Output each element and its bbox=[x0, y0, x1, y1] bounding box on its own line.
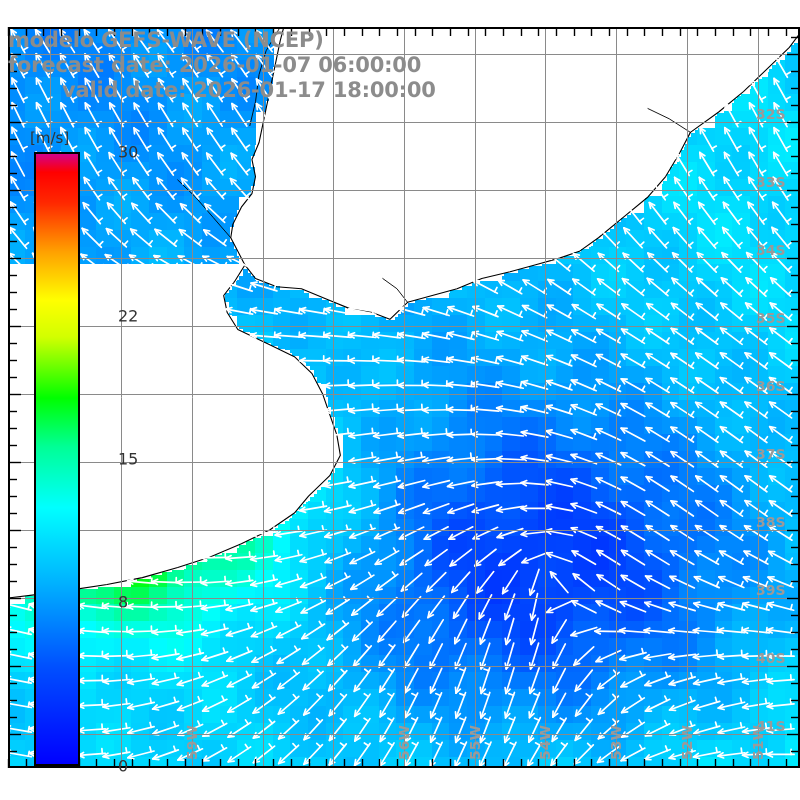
colorbar-tick-30: 30 bbox=[118, 142, 139, 162]
colorbar-tick-15: 15 bbox=[118, 449, 139, 469]
colorbar-tick-0: 0 bbox=[118, 756, 129, 776]
colorbar-gradient bbox=[34, 152, 80, 766]
colorbar: 30 22 15 8 0 bbox=[34, 143, 138, 776]
colorbar-tick-22: 22 bbox=[118, 306, 139, 326]
colorbar-tick-8: 8 bbox=[118, 592, 129, 612]
colorbar-unit-label: [m/s] bbox=[30, 129, 70, 147]
